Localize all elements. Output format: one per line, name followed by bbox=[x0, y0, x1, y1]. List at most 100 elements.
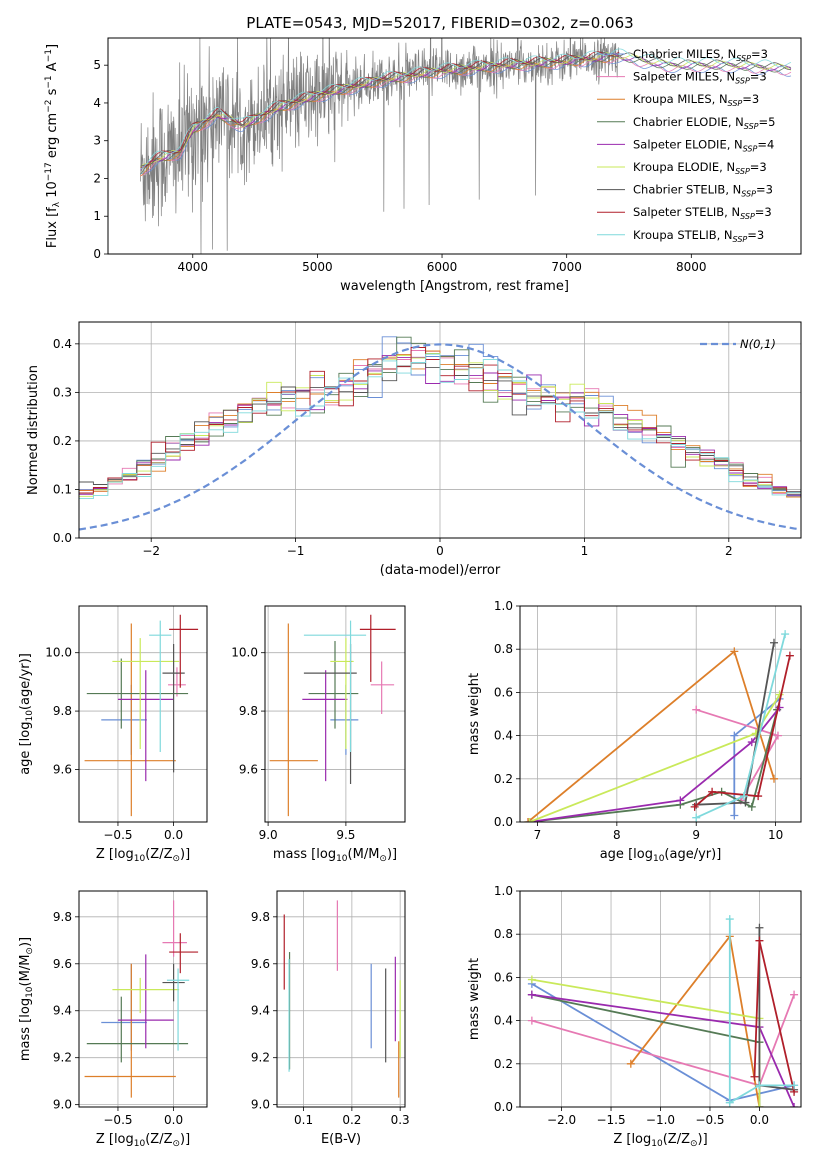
weight-marker bbox=[781, 630, 790, 639]
weight-marker bbox=[527, 1016, 536, 1025]
y-tick-label: 0.6 bbox=[494, 970, 513, 984]
y-axis-label: age [log10(age/yr)] bbox=[18, 653, 35, 775]
errorbar-point bbox=[112, 638, 180, 750]
y-axis-label: mass weight bbox=[467, 673, 482, 755]
label-part: )] bbox=[180, 847, 190, 862]
plot-area bbox=[283, 900, 401, 1098]
y-tick-label: 0.8 bbox=[494, 927, 513, 941]
weight-series-line bbox=[529, 706, 781, 822]
y-tick-label: 3 bbox=[93, 134, 101, 148]
errorbar-point bbox=[166, 968, 190, 1051]
legend-label: Salpeter ELODIE, NSSP=4 bbox=[633, 137, 774, 153]
weight-marker bbox=[708, 787, 717, 796]
label-part: Salpeter STELIB, N bbox=[633, 205, 740, 219]
weight-series-line bbox=[630, 934, 761, 1107]
label-part: Kroupa ELODIE, N bbox=[633, 160, 735, 174]
weight-marker bbox=[755, 1081, 764, 1090]
label-part: ⊙ bbox=[690, 1139, 698, 1149]
weight-marker bbox=[692, 705, 701, 714]
y-tick-label: 0.8 bbox=[494, 642, 513, 656]
label-part: SSP bbox=[735, 77, 750, 86]
y-tick-label: 0.2 bbox=[494, 772, 513, 786]
errorbar-point bbox=[112, 977, 180, 1014]
weight-series-line bbox=[695, 633, 786, 819]
y-tick-label: 9.6 bbox=[53, 957, 72, 971]
x-axis-label: E(B-V) bbox=[321, 1132, 361, 1147]
panel-age_vs_mass: 9.0 9.5 9.6 9.8 10.0 mass [log10(M/M⊙)] bbox=[231, 605, 406, 864]
label-part: (data-model)/error bbox=[380, 563, 501, 578]
label-part: SSP bbox=[743, 144, 758, 153]
x-tick-label: −0.5 bbox=[103, 828, 132, 842]
y-tick-label: 0.0 bbox=[494, 1100, 513, 1114]
residual-histogram bbox=[79, 336, 801, 500]
x-tick-label: 7000 bbox=[551, 260, 582, 274]
x-tick-label: 8 bbox=[613, 828, 621, 842]
axes-frame bbox=[264, 605, 406, 823]
panel-age_vs_Z: −0.5 0.09.69.810.0Z [log10(Z/Z⊙)]age [log… bbox=[18, 605, 208, 864]
figure-title: PLATE=0543, MJD=52017, FIBERID=0302, z=0… bbox=[246, 14, 633, 32]
x-tick-label: 1 bbox=[581, 544, 589, 558]
plot-area bbox=[523, 630, 794, 822]
errorbar-point bbox=[84, 963, 176, 1098]
label-part: =3 bbox=[750, 70, 767, 84]
legend-label: Chabrier STELIB, NSSP=3 bbox=[633, 183, 773, 199]
label-part: log bbox=[18, 722, 33, 742]
errorbar-point bbox=[359, 614, 396, 682]
model-spectrum bbox=[140, 48, 792, 170]
residual-histogram bbox=[79, 354, 801, 502]
weight-marker bbox=[725, 1098, 734, 1107]
weight-marker bbox=[747, 802, 756, 811]
x-tick-label: −1.5 bbox=[596, 1113, 625, 1127]
label-part: Chabrier ELODIE, N bbox=[633, 115, 744, 129]
label-part: wavelength [Angstrom, rest frame] bbox=[340, 279, 569, 294]
legend-label: Kroupa MILES, NSSP=3 bbox=[633, 92, 759, 108]
y-tick-label: 0.2 bbox=[494, 1057, 513, 1071]
label-part: 10 bbox=[651, 1139, 663, 1149]
residual-histogram bbox=[79, 353, 801, 504]
panel-mass_vs_Z: −0.5 0.09.09.29.49.69.8Z [log10(Z/Z⊙)]mas… bbox=[18, 890, 208, 1149]
label-part: 10 bbox=[134, 1139, 146, 1149]
x-tick-label: 8000 bbox=[676, 260, 707, 274]
weight-marker bbox=[527, 975, 536, 984]
y-tick-label: 9.8 bbox=[53, 910, 72, 924]
weight-series-line bbox=[694, 655, 791, 808]
errorbar-point bbox=[303, 643, 357, 785]
y-tick-label: 0.4 bbox=[53, 337, 72, 351]
label-part: )] bbox=[698, 1132, 708, 1147]
label-part: Salpeter MILES, N bbox=[633, 70, 735, 84]
label-part: =3 bbox=[756, 183, 773, 197]
plot-area bbox=[84, 900, 199, 1098]
y-tick-label: 9.2 bbox=[251, 1051, 270, 1065]
y-tick-label: 0.6 bbox=[494, 685, 513, 699]
weight-marker bbox=[754, 792, 763, 801]
weight-marker bbox=[790, 1081, 799, 1090]
weight-marker bbox=[790, 990, 799, 999]
errorbar-point bbox=[330, 638, 354, 750]
axes-frame bbox=[519, 605, 802, 823]
label-part: 10 bbox=[336, 854, 348, 864]
weight-marker bbox=[790, 1103, 799, 1107]
x-tick-label: −2 bbox=[142, 544, 160, 558]
label-part: )] bbox=[18, 937, 33, 947]
label-part: −17 bbox=[44, 162, 54, 181]
x-tick-label: 5000 bbox=[302, 260, 333, 274]
weight-series-line bbox=[753, 940, 795, 1093]
weight-marker bbox=[755, 923, 764, 932]
axes-frame bbox=[78, 605, 208, 823]
errorbar-point bbox=[162, 900, 187, 957]
label-part: SSP bbox=[728, 99, 743, 108]
label-part: (Z/Z bbox=[145, 1132, 172, 1147]
label-part: ⊙ bbox=[379, 854, 387, 864]
label-part: 10 bbox=[45, 181, 60, 202]
weight-marker bbox=[730, 731, 739, 740]
label-part: age [ bbox=[600, 847, 633, 862]
x-tick-label: 9 bbox=[692, 828, 700, 842]
errorbar-point bbox=[149, 620, 172, 752]
weight-series-line bbox=[527, 649, 775, 822]
weight-marker bbox=[692, 813, 701, 822]
x-tick-label: 0.2 bbox=[342, 1113, 361, 1127]
y-tick-label: 9.4 bbox=[53, 1004, 72, 1018]
y-tick-label: 9.4 bbox=[251, 1004, 270, 1018]
